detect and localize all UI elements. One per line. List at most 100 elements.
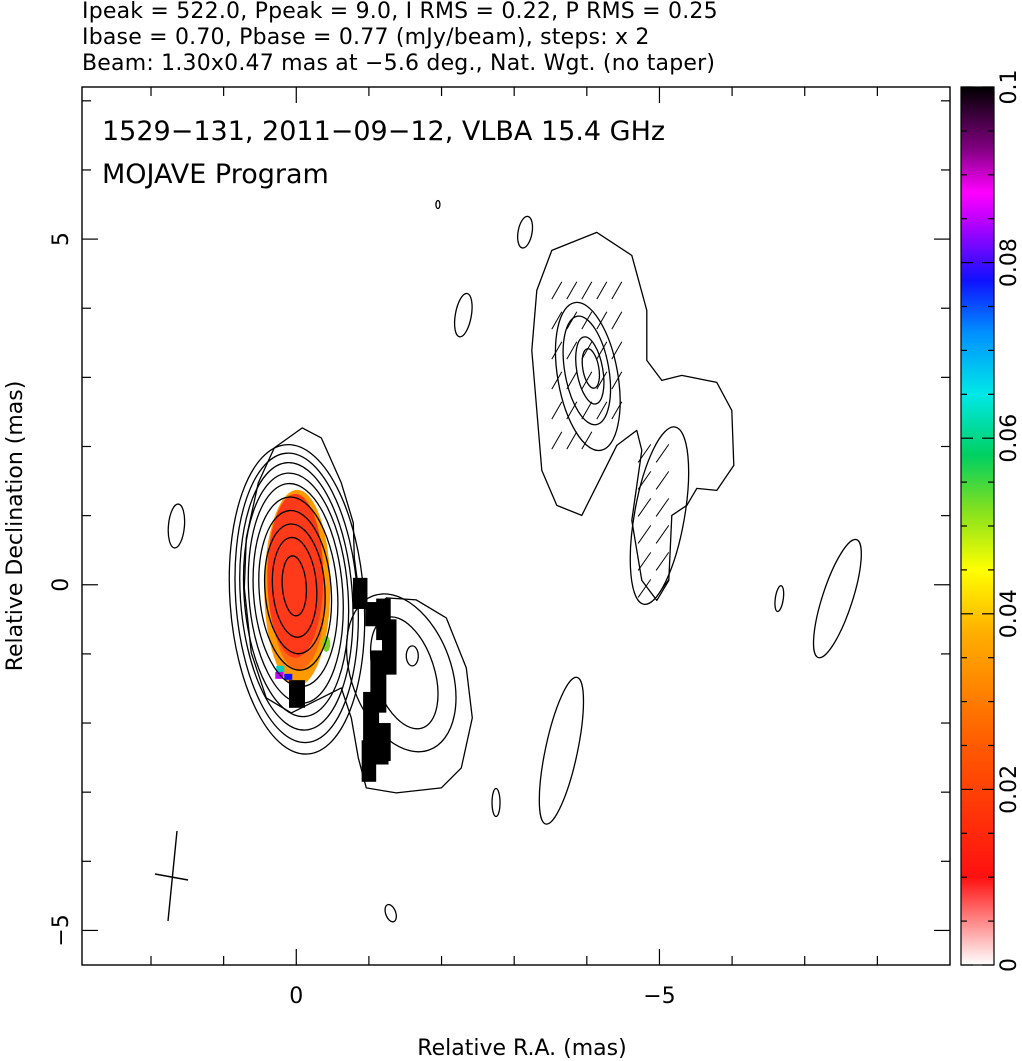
ne-component-contour bbox=[562, 315, 612, 426]
core-contour bbox=[247, 482, 344, 704]
evpa-vector bbox=[655, 552, 670, 571]
evpa-vector bbox=[637, 444, 652, 463]
ne-component-contour bbox=[531, 231, 735, 602]
colorbar-tick-label: 0 bbox=[997, 958, 1022, 972]
evpa-vector bbox=[655, 471, 670, 490]
evpa-vector bbox=[655, 579, 670, 598]
noise-contour bbox=[491, 787, 501, 818]
inner-jet-knot bbox=[405, 645, 419, 667]
colorbar-tick-label: 0.04 bbox=[997, 589, 1022, 638]
noise-contour bbox=[435, 199, 441, 210]
evpa-vector bbox=[637, 471, 652, 490]
noise-contour bbox=[167, 503, 186, 549]
pol-low-block bbox=[361, 740, 377, 782]
evpa-vector bbox=[637, 552, 652, 571]
evpa-vector bbox=[655, 444, 670, 463]
core-contour bbox=[234, 452, 360, 744]
evpa-vector bbox=[655, 525, 670, 544]
evpa-vector bbox=[637, 579, 652, 598]
evpa-vector bbox=[596, 401, 608, 420]
evpa-vector bbox=[596, 341, 608, 360]
inner-jet-contour bbox=[345, 593, 457, 753]
header-line-peaks: Ipeak = 522.0, Ppeak = 9.0, I RMS = 0.22… bbox=[82, 0, 718, 24]
plot-frame bbox=[81, 86, 951, 966]
noise-contour bbox=[384, 903, 397, 923]
tick-labels: 0 −5 5 0 −5 bbox=[49, 232, 676, 1009]
ne-component-contour bbox=[575, 336, 605, 405]
x-axis-label: Relative R.A. (mas) bbox=[417, 1036, 626, 1061]
y-tick-label: 0 bbox=[49, 578, 74, 592]
evpa-vector bbox=[637, 498, 652, 517]
evpa-vector bbox=[566, 341, 578, 360]
colorbar-tick-label: 0.06 bbox=[997, 414, 1022, 463]
evpa-vector bbox=[566, 401, 578, 420]
evpa-vector bbox=[566, 311, 578, 330]
noise-contour bbox=[812, 538, 862, 659]
jet-envelope-contour bbox=[243, 427, 473, 794]
core-contour bbox=[258, 509, 333, 671]
header-line-beam: Beam: 1.30x0.47 mas at −5.6 deg., Nat. W… bbox=[82, 51, 716, 76]
evpa-vector bbox=[581, 401, 593, 420]
contour-layer bbox=[167, 199, 862, 923]
ne-component-contour bbox=[554, 301, 621, 452]
inner-jet-contour bbox=[369, 616, 439, 730]
beam-marker bbox=[154, 830, 189, 922]
core-contour bbox=[263, 523, 326, 655]
evpa-vector bbox=[566, 281, 578, 300]
plot-title: 1529−131, 2011−09−12, VLBA 15.4 GHz bbox=[102, 116, 665, 147]
evpa-vector bbox=[551, 311, 563, 330]
pol-low-block bbox=[372, 729, 389, 765]
core-contour bbox=[239, 461, 354, 731]
evpa-vector bbox=[566, 371, 578, 390]
evpa-vector bbox=[551, 281, 563, 300]
pol-edge-cyan bbox=[276, 665, 285, 674]
evpa-vectors bbox=[551, 281, 670, 598]
noise-contour bbox=[538, 676, 585, 825]
axis-ticks bbox=[82, 87, 950, 965]
evpa-vector bbox=[611, 311, 623, 330]
core-contour bbox=[228, 444, 366, 755]
evpa-vector bbox=[551, 401, 563, 420]
core-contour bbox=[252, 496, 339, 688]
evpa-vector bbox=[581, 311, 593, 330]
evpa-vector bbox=[551, 371, 563, 390]
evpa-vector bbox=[596, 371, 608, 390]
header-line-base: Ibase = 0.70, Pbase = 0.77 (mJy/beam), s… bbox=[82, 25, 650, 50]
evpa-vector bbox=[611, 401, 623, 420]
noise-contour bbox=[516, 215, 534, 249]
evpa-vector bbox=[611, 371, 623, 390]
x-tick-label: −5 bbox=[643, 984, 675, 1009]
evpa-vector bbox=[581, 431, 593, 450]
evpa-vector bbox=[581, 371, 593, 390]
core-contour bbox=[242, 472, 350, 718]
y-axis-label: Relative Declination (mas) bbox=[3, 381, 28, 672]
evpa-vector bbox=[655, 498, 670, 517]
plot-area: 0 −5 5 0 −5 1529−131, 2011−09−12, VLBA 15.4 … bbox=[3, 86, 951, 1061]
core-contour bbox=[271, 536, 318, 638]
noise-contour bbox=[774, 585, 785, 613]
colorbar-tick-label: 0.1 bbox=[997, 70, 1022, 105]
colorbar-ticks bbox=[961, 86, 994, 966]
evpa-vector bbox=[581, 341, 593, 360]
evpa-vector bbox=[596, 311, 608, 330]
colorbar-tick-label: 0.02 bbox=[997, 765, 1022, 814]
evpa-vector bbox=[551, 431, 563, 450]
x-tick-label: 0 bbox=[289, 984, 303, 1009]
plot-subtitle: MOJAVE Program bbox=[102, 159, 329, 190]
evpa-vector bbox=[637, 525, 652, 544]
beam-minor-axis bbox=[154, 873, 189, 881]
evpa-vector bbox=[596, 281, 608, 300]
colorbar-tick-labels: 0 0.02 0.04 0.06 0.08 0.1 bbox=[997, 70, 1022, 973]
noise-contour bbox=[453, 292, 473, 338]
arc-contour bbox=[629, 426, 690, 606]
evpa-vector bbox=[566, 431, 578, 450]
evpa-vector bbox=[551, 341, 563, 360]
core-contour bbox=[281, 555, 308, 617]
evpa-vector bbox=[581, 281, 593, 300]
evpa-vector bbox=[611, 281, 623, 300]
y-tick-label: 5 bbox=[49, 232, 74, 246]
polarization-layer bbox=[264, 489, 397, 782]
pol-edge-green bbox=[322, 635, 331, 652]
colorbar: 0 0.02 0.04 0.06 0.08 0.1 bbox=[960, 70, 1022, 973]
